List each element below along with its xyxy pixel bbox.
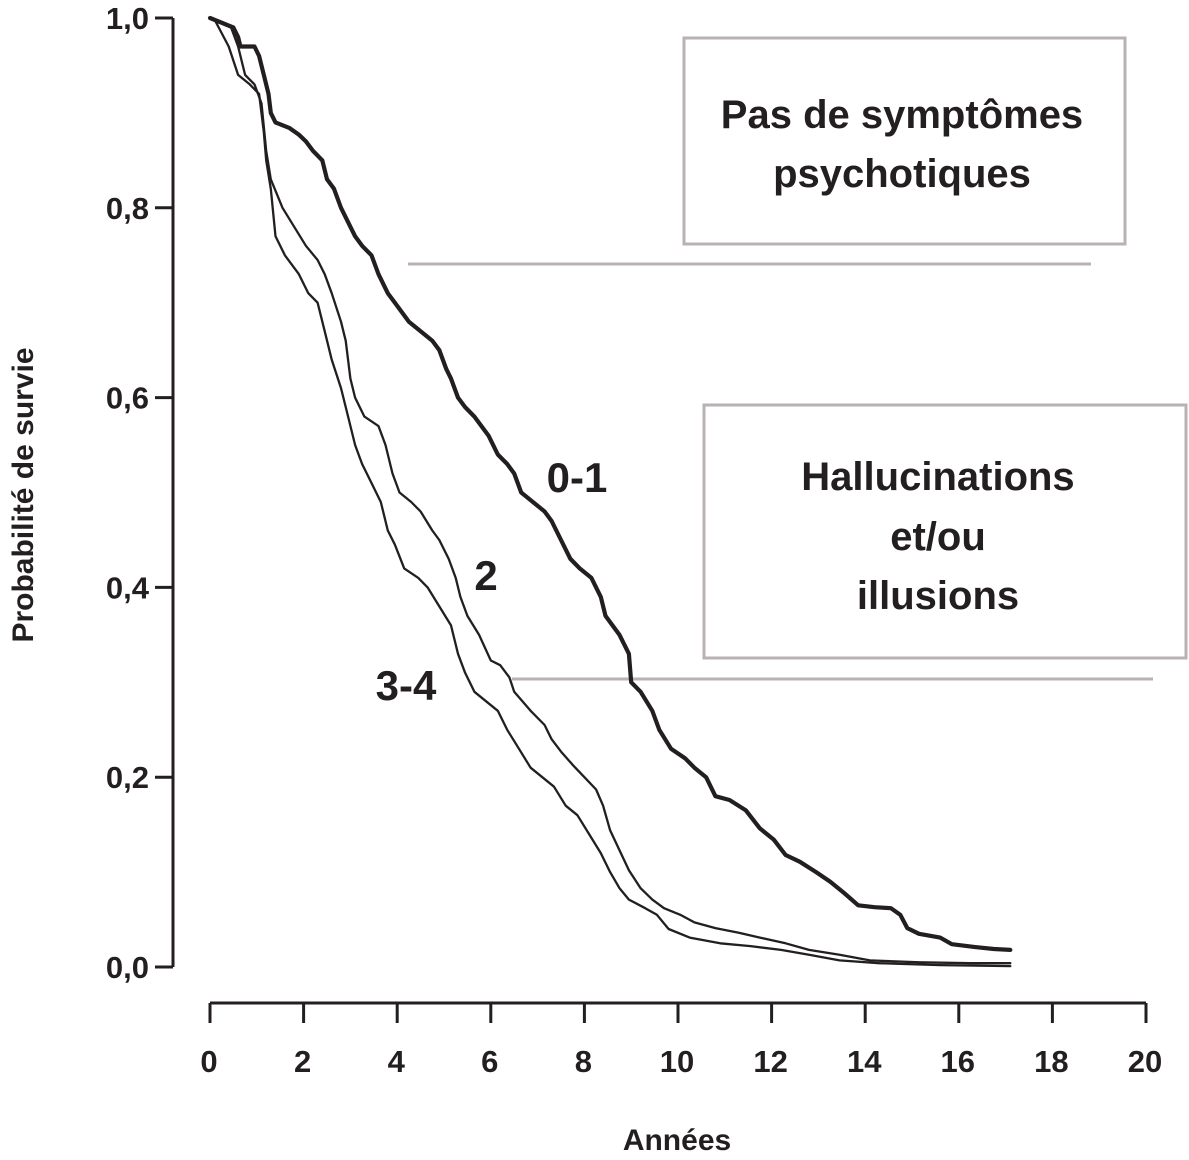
x-tick-label: 0: [200, 1044, 217, 1079]
x-axis-label: Années: [623, 1124, 731, 1157]
x-tick-label: 2: [294, 1044, 311, 1079]
annotation-text-line: et/ou: [890, 515, 986, 559]
curve-label-3-4: 3-4: [376, 662, 437, 709]
y-tick-label: 0,4: [106, 570, 150, 605]
y-axis-label: Probabilité de survie: [7, 347, 40, 642]
y-tick-label: 1,0: [106, 1, 149, 36]
axes-layer: 0,0 0,2 0,4 0,6 0,8 1,0 0 2 4 6 8 10 12 14 16 18 20 Ann…: [7, 1, 1162, 1157]
survival-curve-2: [208, 16, 1012, 965]
y-tick-label: 0,2: [106, 760, 149, 795]
curve-label-2: 2: [474, 552, 497, 599]
x-tick-label: 6: [481, 1044, 498, 1079]
x-tick-label: 12: [753, 1044, 787, 1079]
y-ticks: 0,0 0,2 0,4 0,6 0,8 1,0: [106, 1, 173, 985]
annotation-text-line: psychotiques: [773, 152, 1031, 196]
y-tick-label: 0,0: [106, 950, 149, 985]
y-tick-label: 0,8: [106, 191, 149, 226]
x-tick-label: 10: [660, 1044, 694, 1079]
x-ticks: 0 2 4 6 8 10 12 14 16 18 20: [200, 1003, 1162, 1079]
x-tick-label: 20: [1128, 1044, 1162, 1079]
survival-curve-3-4: [208, 16, 1012, 968]
y-tick-label: 0,6: [106, 381, 149, 416]
annotation-box-hallucinations: [702, 403, 1188, 660]
curve-label-0-1: 0-1: [547, 454, 608, 501]
annotation-text-line: Hallucinations: [801, 455, 1074, 499]
annotation-box-no-psychotic-symptoms: [682, 36, 1127, 246]
x-tick-label: 8: [575, 1044, 592, 1079]
x-tick-label: 4: [388, 1044, 406, 1079]
annotations-layer: Pas de symptômes psychotiques Hallucinat…: [408, 36, 1188, 681]
survival-curve-0-1: [207, 15, 1013, 952]
x-tick-label: 14: [847, 1044, 882, 1079]
x-tick-label: 18: [1034, 1044, 1068, 1079]
annotation-text-line: illusions: [857, 574, 1019, 618]
curves-layer: [207, 15, 1013, 968]
annotation-text-line: Pas de symptômes: [721, 93, 1083, 137]
x-tick-label: 16: [941, 1044, 975, 1079]
